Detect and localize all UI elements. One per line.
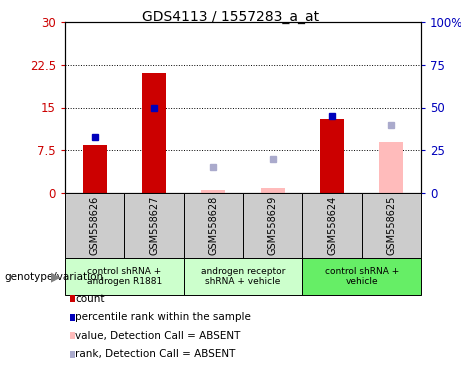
Bar: [83, 144, 106, 193]
Bar: [243, 193, 302, 258]
Text: control shRNA +
vehicle: control shRNA + vehicle: [325, 267, 399, 286]
Bar: [379, 142, 403, 193]
Bar: [65, 258, 183, 295]
Text: GSM558628: GSM558628: [208, 196, 219, 255]
Text: GSM558625: GSM558625: [386, 196, 396, 255]
Text: count: count: [76, 294, 105, 304]
Text: percentile rank within the sample: percentile rank within the sample: [76, 312, 251, 322]
Bar: [302, 193, 362, 258]
Bar: [302, 258, 421, 295]
Bar: [183, 193, 243, 258]
Text: androgen receptor
shRNA + vehicle: androgen receptor shRNA + vehicle: [201, 267, 285, 286]
Text: control shRNA +
androgen R1881: control shRNA + androgen R1881: [87, 267, 162, 286]
Text: rank, Detection Call = ABSENT: rank, Detection Call = ABSENT: [76, 349, 236, 359]
Text: ▶: ▶: [51, 270, 60, 283]
Bar: [124, 193, 183, 258]
Bar: [320, 119, 344, 193]
Bar: [362, 193, 421, 258]
Text: GDS4113 / 1557283_a_at: GDS4113 / 1557283_a_at: [142, 10, 319, 23]
Text: GSM558627: GSM558627: [149, 196, 159, 255]
Bar: [142, 73, 166, 193]
Text: genotype/variation: genotype/variation: [5, 271, 104, 281]
Bar: [65, 193, 124, 258]
Text: GSM558626: GSM558626: [90, 196, 100, 255]
Bar: [201, 190, 225, 193]
Text: GSM558629: GSM558629: [268, 196, 278, 255]
Bar: [261, 189, 284, 193]
Text: value, Detection Call = ABSENT: value, Detection Call = ABSENT: [76, 331, 241, 341]
Bar: [183, 258, 302, 295]
Text: GSM558624: GSM558624: [327, 196, 337, 255]
